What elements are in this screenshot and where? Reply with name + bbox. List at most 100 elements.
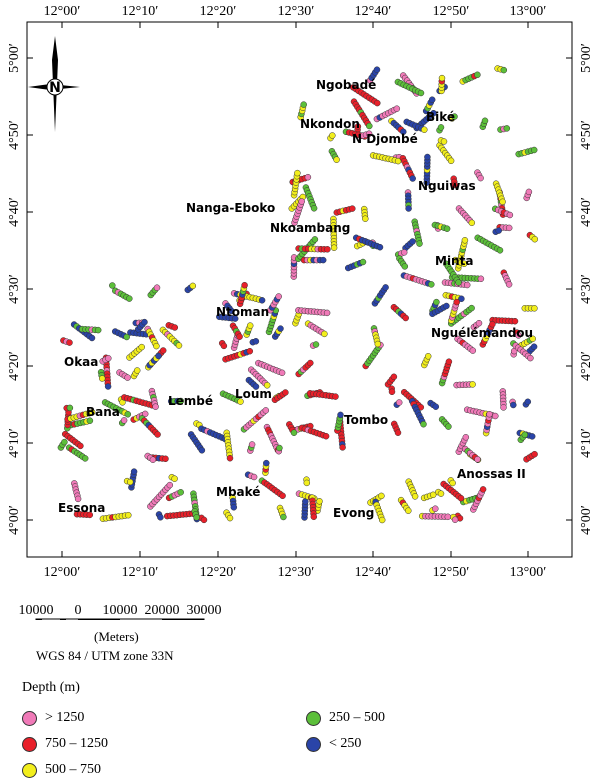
survey-point xyxy=(447,157,455,165)
survey-point xyxy=(409,175,416,182)
survey-point xyxy=(479,486,487,493)
survey-point xyxy=(153,342,160,350)
survey-point xyxy=(126,295,133,302)
survey-point xyxy=(378,492,385,500)
survey-point xyxy=(373,66,381,73)
survey-point xyxy=(510,401,517,409)
survey-point xyxy=(278,369,286,377)
survey-point xyxy=(316,498,323,505)
survey-point xyxy=(262,407,270,414)
place-label-lembe: Lembé xyxy=(168,394,213,408)
survey-point xyxy=(376,243,384,251)
survey-point xyxy=(401,263,409,270)
survey-point xyxy=(230,504,238,511)
survey-point xyxy=(445,358,453,365)
north-label: N xyxy=(49,80,61,96)
scale-label: 10000 xyxy=(19,603,54,618)
survey-point xyxy=(429,491,437,499)
survey-point xyxy=(300,101,307,108)
place-labels: Ngobadé Nkondon Biké N Djombé Nguiwas Na… xyxy=(58,78,533,520)
survey-point xyxy=(171,324,179,331)
lon-label-bottom: 12°40′ xyxy=(355,565,392,580)
legend-label: 250 – 500 xyxy=(329,710,385,725)
survey-point xyxy=(277,325,284,332)
survey-point xyxy=(477,174,484,182)
scale-label: 20000 xyxy=(145,603,180,618)
survey-point xyxy=(337,411,344,419)
survey-point xyxy=(411,493,419,500)
survey-point xyxy=(362,215,369,222)
survey-point xyxy=(252,383,260,390)
survey-point xyxy=(153,284,161,291)
place-label-nkoambang: Nkoambang xyxy=(270,221,350,235)
legend-swatch xyxy=(306,736,321,752)
scale-bar: 10000 0 10000 20000 30000 xyxy=(19,603,222,620)
survey-point xyxy=(402,314,409,322)
survey-point xyxy=(303,479,311,487)
survey-point xyxy=(432,505,439,512)
survey-point xyxy=(474,71,481,79)
survey-point xyxy=(175,342,183,349)
legend-swatch xyxy=(22,762,37,778)
legend-swatch xyxy=(22,710,37,726)
survey-point xyxy=(430,109,437,117)
lon-label-top: 12°50′ xyxy=(433,4,470,19)
lat-label-right: 4°00′ xyxy=(579,505,594,535)
survey-point xyxy=(149,456,157,463)
lat-label-right: 4°50′ xyxy=(579,120,594,150)
survey-point xyxy=(489,320,496,328)
legend-swatch xyxy=(306,710,321,726)
survey-point xyxy=(241,281,248,289)
scale-units: (Meters) xyxy=(94,629,139,644)
survey-point xyxy=(236,333,243,340)
survey-point xyxy=(531,235,539,243)
legend-item: 750 – 1250 xyxy=(22,736,108,752)
survey-point xyxy=(474,456,481,463)
survey-point xyxy=(177,397,185,405)
lon-label-top: 12°30′ xyxy=(278,4,315,19)
survey-point xyxy=(329,132,336,139)
survey-point xyxy=(332,393,339,400)
scale-label: 0 xyxy=(75,603,82,618)
survey-point xyxy=(455,279,462,286)
survey-point xyxy=(310,205,318,212)
survey-point xyxy=(237,398,244,405)
survey-point xyxy=(390,373,398,381)
place-label-bike: Biké xyxy=(426,110,455,124)
survey-point xyxy=(503,125,511,132)
legend-item: > 1250 xyxy=(22,710,84,726)
place-label-ndjombe: N Djombé xyxy=(352,132,418,146)
survey-point xyxy=(280,513,287,521)
survey-point xyxy=(105,355,112,362)
lat-label-left: 4°20′ xyxy=(7,351,22,381)
survey-point xyxy=(94,326,102,334)
lon-labels-top: 12°00′ 12°10′ 12°20′ 12°30′ 12°40′ 12°50… xyxy=(44,4,547,19)
survey-point xyxy=(468,304,475,312)
place-label-loum: Loum xyxy=(235,387,272,401)
survey-point xyxy=(428,96,436,103)
survey-point xyxy=(138,343,145,351)
survey-point xyxy=(437,490,445,497)
depth-points xyxy=(57,65,539,524)
place-label-essona: Essona xyxy=(58,501,105,515)
survey-point xyxy=(109,282,116,289)
survey-point xyxy=(477,275,485,283)
survey-point xyxy=(198,447,206,454)
survey-point xyxy=(166,481,174,489)
survey-point xyxy=(443,302,450,310)
survey-point xyxy=(152,403,159,410)
survey-point xyxy=(417,89,425,97)
place-label-ngueelemandou: Nguélémandou xyxy=(431,326,533,340)
survey-point xyxy=(154,431,161,438)
place-label-tombo: Tombo xyxy=(344,413,388,427)
survey-point xyxy=(74,495,82,503)
survey-point xyxy=(298,198,305,205)
place-label-evong: Evong xyxy=(333,506,374,520)
lat-label-right: 4°20′ xyxy=(579,351,594,381)
survey-point xyxy=(124,374,131,381)
survey-point xyxy=(220,342,228,350)
legend-label: > 1250 xyxy=(45,710,85,725)
survey-point xyxy=(449,479,456,487)
survey-point xyxy=(437,124,445,131)
survey-point xyxy=(453,298,460,306)
